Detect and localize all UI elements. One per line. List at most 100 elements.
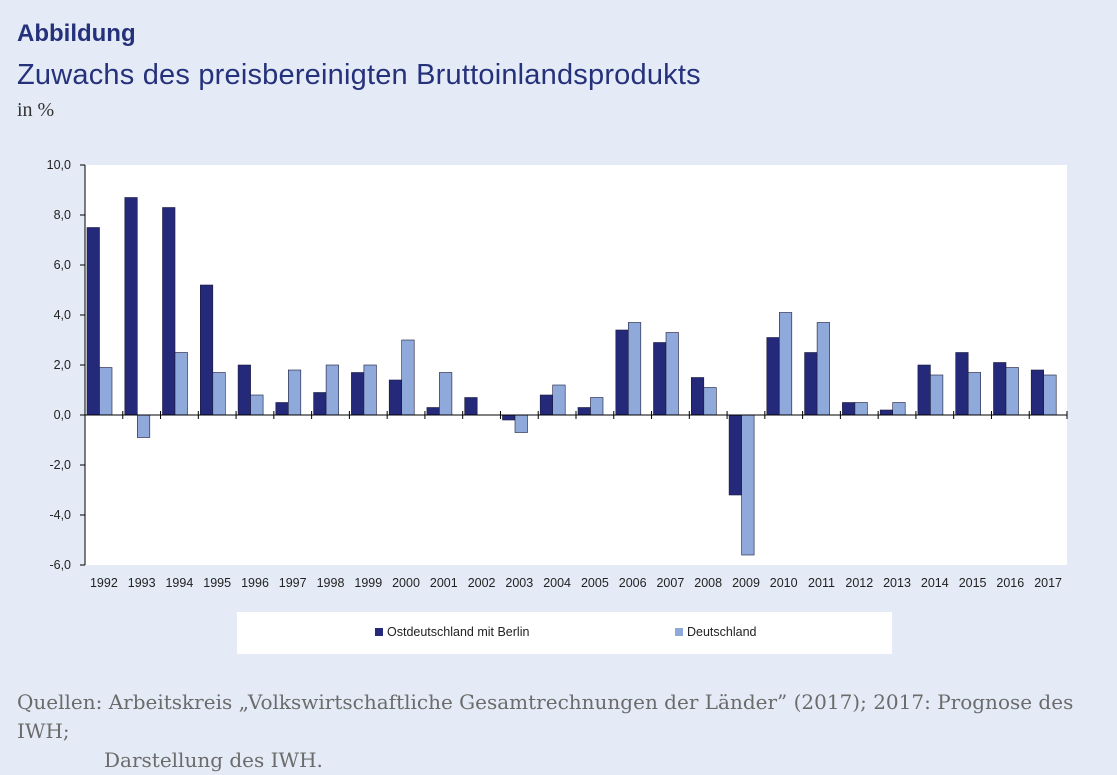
bar-deutschland-2008: [703, 387, 717, 416]
bar-ostdeutschland-1996: [237, 364, 251, 416]
bar-deutschland-2007: [665, 332, 679, 416]
x-tick-label: 1997: [279, 576, 307, 590]
source-note: Quellen: Arbeitskreis „Volkswirtschaftli…: [17, 688, 1107, 775]
bar-deutschland-2001: [439, 372, 453, 416]
bar-deutschland-2012: [854, 402, 868, 416]
bar-deutschland-2006: [627, 322, 642, 416]
bars-group: [86, 197, 1057, 556]
bar-ostdeutschland-2006: [615, 329, 629, 416]
x-tick-label: 2017: [1034, 576, 1062, 590]
bar-ostdeutschland-1999: [351, 372, 365, 416]
bar-ostdeutschland-2010: [766, 337, 780, 416]
bar-deutschland-2015: [967, 372, 982, 416]
legend-swatch-ostdeutschland: [375, 628, 383, 636]
x-tick-label: 2014: [921, 576, 949, 590]
y-tick-labels: 10,0 8,0 6,0 4,0 2,0 0,0 -2,0 -4,0 -6,0: [47, 158, 71, 572]
bar-deutschland-2009: [741, 414, 755, 556]
bar-ostdeutschland-2012: [842, 402, 856, 416]
x-tick-label: 2016: [996, 576, 1024, 590]
x-tick-label: 1993: [128, 576, 156, 590]
bar-ostdeutschland-2011: [804, 352, 818, 416]
x-tick-label: 1999: [354, 576, 382, 590]
bar-ostdeutschland-2015: [955, 352, 969, 416]
chart-unit: in %: [17, 99, 55, 121]
x-tick-label: 2010: [770, 576, 798, 590]
legend-label-ostdeutschland: Ostdeutschland mit Berlin: [387, 625, 529, 639]
bar-deutschland-2011: [816, 322, 830, 416]
x-tick-label: 1992: [90, 576, 118, 590]
y-tick-label: -2,0: [49, 458, 71, 472]
x-tick-label: 2002: [468, 576, 496, 590]
bar-chart: 10,0 8,0 6,0 4,0 2,0 0,0 -2,0 -4,0 -6,0 1992 1993…: [47, 158, 1068, 654]
bar-deutschland-1996: [250, 394, 264, 416]
bar-deutschland-1999: [363, 364, 377, 416]
bar-deutschland-1997: [287, 369, 302, 416]
y-tick-label: 2,0: [54, 358, 71, 372]
x-tick-label: 2015: [959, 576, 987, 590]
x-tick-label: 2007: [656, 576, 684, 590]
bar-deutschland-1992: [99, 367, 113, 416]
y-tick-label: -6,0: [49, 558, 71, 572]
bar-deutschland-1998: [325, 364, 339, 416]
y-tick-label: 8,0: [54, 208, 71, 222]
y-tick-label: -4,0: [49, 508, 71, 522]
x-tick-label: 1994: [165, 576, 193, 590]
legend-swatch-deutschland: [675, 628, 683, 636]
legend: Ostdeutschland mit Berlin Deutschland: [237, 612, 892, 654]
bar-deutschland-1995: [212, 372, 226, 416]
bar-ostdeutschland-2016: [993, 362, 1007, 416]
y-tick-label: 6,0: [54, 258, 71, 272]
bar-ostdeutschland-2002: [464, 397, 478, 416]
bar-deutschland-2017: [1043, 374, 1057, 416]
x-tick-label: 2000: [392, 576, 420, 590]
bar-ostdeutschland-2013: [879, 409, 894, 416]
bar-deutschland-1994: [174, 352, 188, 416]
bar-ostdeutschland-2001: [426, 407, 440, 416]
x-tick-label: 2009: [732, 576, 760, 590]
bar-deutschland-2004: [552, 384, 566, 416]
bar-ostdeutschland-1992: [86, 227, 100, 416]
x-tick-label: 2003: [505, 576, 533, 590]
source-line-2: Darstellung des IWH.: [104, 748, 323, 772]
bar-ostdeutschland-2003: [502, 414, 516, 421]
bar-deutschland-2013: [892, 402, 906, 416]
bar-ostdeutschland-2005: [577, 407, 591, 416]
bar-deutschland-2014: [930, 374, 944, 416]
x-tick-label: 2012: [845, 576, 873, 590]
y-tick-label: 0,0: [54, 408, 71, 422]
x-tick-label: 2005: [581, 576, 609, 590]
bar-ostdeutschland-2014: [917, 364, 931, 416]
x-tick-label: 2008: [694, 576, 722, 590]
x-tick-label: 1996: [241, 576, 269, 590]
x-tick-label: 2006: [619, 576, 647, 590]
axes-group: [80, 164, 1068, 566]
bar-ostdeutschland-2009: [728, 414, 742, 496]
legend-box: [237, 612, 892, 654]
x-tick-label: 2004: [543, 576, 571, 590]
bar-deutschland-2000: [401, 339, 415, 416]
bar-ostdeutschland-2008: [690, 377, 705, 416]
bar-ostdeutschland-1995: [200, 284, 214, 416]
bar-deutschland-1993: [137, 414, 151, 438]
bar-ostdeutschland-2004: [539, 394, 554, 416]
bar-ostdeutschland-2007: [653, 342, 667, 416]
x-tick-label: 2011: [808, 576, 835, 590]
y-tick-label: 4,0: [54, 308, 71, 322]
x-tick-label: 2013: [883, 576, 911, 590]
bar-deutschland-2016: [1005, 367, 1019, 416]
bar-ostdeutschland-2017: [1030, 369, 1044, 416]
bar-ostdeutschland-1993: [124, 197, 138, 416]
x-tick-labels: 1992 1993 1994 1995 1996 1997 1998 1999 2000 2001…: [90, 576, 1062, 590]
bar-ostdeutschland-1998: [313, 392, 327, 416]
bar-deutschland-2003: [514, 414, 528, 433]
bar-deutschland-2005: [590, 397, 604, 416]
x-tick-label: 1995: [203, 576, 231, 590]
legend-label-deutschland: Deutschland: [687, 625, 757, 639]
figure-label: Abbildung: [17, 20, 136, 47]
x-tick-label: 1998: [317, 576, 345, 590]
bar-deutschland-2010: [778, 312, 793, 416]
bar-ostdeutschland-1997: [275, 402, 289, 416]
source-line-1: Quellen: Arbeitskreis „Volkswirtschaftli…: [17, 690, 1074, 743]
bar-ostdeutschland-1994: [162, 207, 176, 416]
x-tick-label: 2001: [430, 576, 458, 590]
